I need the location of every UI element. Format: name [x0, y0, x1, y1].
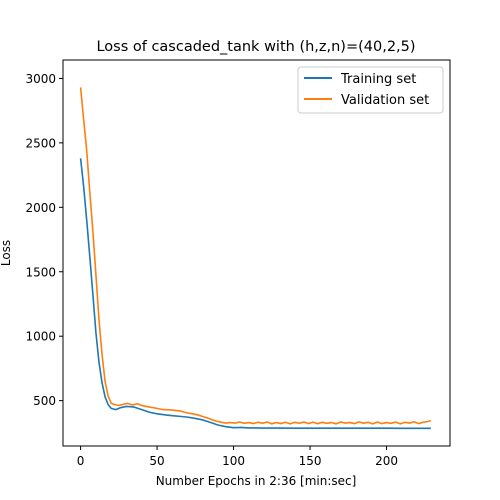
training-loss-line	[79, 158, 431, 430]
legend-label-training: Training set	[340, 72, 416, 87]
validation-loss-line	[79, 87, 432, 425]
x-tick-label: 150	[299, 454, 322, 468]
y-tick-label: 3000	[25, 72, 56, 86]
y-tick-label: 2000	[25, 201, 56, 215]
plot-frame	[62, 59, 451, 447]
plot-series	[79, 87, 432, 430]
x-tick-label: 200	[375, 454, 398, 468]
legend-label-validation: Validation set	[341, 93, 429, 108]
y-axis-label: Loss	[0, 240, 13, 266]
x-tick-label: 0	[77, 454, 85, 468]
y-tick-label: 1500	[25, 265, 56, 279]
x-axis-label: Number Epochs in 2:36 [min:sec]	[156, 474, 357, 488]
x-tick-label: 50	[149, 454, 164, 468]
x-tick-label: 100	[222, 454, 245, 468]
chart-title: Loss of cascaded_tank with (h,z,n)=(40,2…	[96, 39, 415, 55]
y-axis-ticks: 500 1000 1500 2000 2500 3000	[25, 72, 63, 408]
legend-box	[297, 66, 444, 114]
y-tick-label: 500	[33, 394, 56, 408]
y-tick-label: 1000	[25, 330, 56, 344]
legend: Training set Validation set	[297, 66, 444, 114]
x-axis-ticks: 0 50 100 150 200	[77, 446, 398, 468]
y-tick-label: 2500	[25, 136, 56, 150]
